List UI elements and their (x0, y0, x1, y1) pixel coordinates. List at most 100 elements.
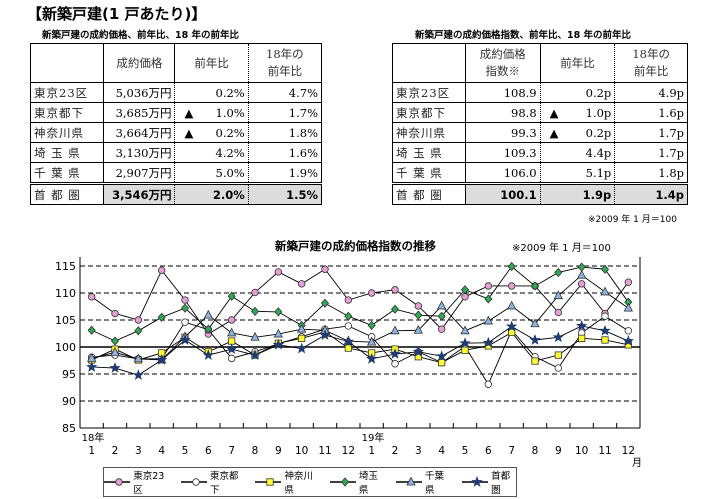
column-header (29, 43, 105, 83)
chart-note: ※2009 年 1 月＝100 (512, 243, 611, 254)
legend-star-icon (461, 476, 489, 487)
table-row: 東京23区 5,036万円 0.2% 4.7% (29, 82, 323, 103)
data-point (577, 269, 587, 279)
data-point (530, 281, 540, 291)
x-tick-label: 3 (415, 445, 422, 457)
legend-item: 東京23区 (104, 468, 169, 496)
data-point (134, 326, 143, 336)
yoy-value: 1.0% (215, 105, 245, 120)
yoy-value: 1.9p (582, 187, 612, 202)
data-point (204, 324, 213, 334)
yoy-value: 0.2% (215, 125, 245, 140)
yoy-value: 4.2% (215, 145, 245, 160)
price-table: 成約価格 前年比 18年の 前年比 東京23区 5,036万円 0.2% 4.7% 東… (29, 43, 323, 205)
x-tick-label: 4 (438, 445, 445, 457)
x-tick-label: 2 (392, 445, 399, 457)
data-point (250, 306, 260, 316)
data-point (483, 315, 494, 325)
data-point (531, 357, 539, 365)
left-table-caption: 新築戸建の成約価格、前年比、18 年の前年比 (42, 30, 240, 41)
section-title: 【新築戸建(1 戸あたり)】 (27, 5, 207, 23)
x-tick-label: 10 (295, 445, 308, 457)
legend-circle-icon (104, 478, 131, 486)
data-point (507, 282, 516, 290)
data-point (435, 350, 448, 362)
x-tick-label: 1 (88, 445, 95, 457)
data-point (600, 264, 610, 274)
column-header (392, 43, 466, 83)
x-tick-label: 9 (275, 445, 282, 457)
yoy-value: 1.0p (585, 105, 612, 120)
data-point (601, 312, 609, 320)
x-tick-label: 8 (252, 445, 259, 457)
data-point (344, 344, 352, 352)
x-tick-label: 5 (462, 445, 469, 457)
x-tick-label: 8 (532, 445, 539, 457)
table-row: 埼 玉 県 109.3 4.4p 1.7p (392, 142, 688, 163)
series-line (91, 325, 629, 376)
data-point (226, 343, 238, 354)
x-tick-label: 5 (182, 445, 189, 457)
yoy18-cell: 1.5% (247, 182, 323, 205)
data-point (273, 328, 284, 338)
data-point (202, 349, 215, 360)
data-point (554, 351, 562, 359)
data-point (274, 268, 283, 276)
table-row: 首 都 圏 100.1 1.9p 1.4p (392, 182, 688, 205)
data-point (227, 291, 236, 301)
yoy-value: 5.0% (215, 165, 245, 180)
table-row: 神奈川県 3,664万円 ▲ 0.2% 1.8% (29, 122, 323, 143)
legend-label: 東京都下 (209, 471, 239, 496)
chart-legend: 東京23区 東京都下 神奈川県 埼玉県 千葉県 首都圏 (103, 467, 517, 497)
x-tick-label: 4 (158, 445, 165, 457)
legend-marker (406, 476, 416, 486)
index-table: 成約価格 指数※ 前年比 18年の 前年比 東京23区 108.9 0.2p 4.9p … (392, 43, 688, 205)
x-tick-label: 7 (508, 445, 515, 457)
data-point (344, 322, 353, 330)
yoy-cell: ▲ 1.0% (174, 102, 249, 123)
data-point (506, 300, 517, 310)
data-point (413, 324, 424, 334)
yoy-cell: 0.2p (539, 82, 616, 103)
yoy-value: 0.2p (585, 85, 612, 100)
value-cell: 108.9 (464, 82, 541, 103)
index-note: ※2009 年 1 月＝100 (588, 215, 677, 225)
data-point (321, 265, 329, 273)
data-point (412, 345, 424, 357)
table-row: 神奈川県 99.3 ▲ 0.2p 1.7p (392, 122, 688, 143)
data-point (227, 316, 236, 324)
yoy-value: 2.0% (212, 187, 245, 202)
data-point (484, 282, 493, 290)
decrease-marker: ▲ (184, 105, 194, 120)
legend-triangle-icon (395, 476, 422, 486)
region-cell: 首 都 圏 (29, 182, 105, 205)
table-row: 東京23区 108.9 0.2p 4.9p (392, 82, 688, 103)
data-point (437, 325, 446, 333)
data-point (624, 327, 633, 335)
data-point (320, 298, 330, 308)
region-cell: 東京23区 (29, 82, 105, 103)
legend-item: 埼玉県 (329, 468, 384, 496)
data-point (367, 320, 376, 331)
series-line (91, 315, 629, 386)
data-point (179, 334, 191, 345)
legend-marker (471, 476, 483, 487)
y-tick-label: 110 (55, 287, 76, 300)
data-point (599, 324, 611, 336)
legend-marker (266, 478, 274, 486)
data-point (181, 296, 189, 304)
data-point (367, 289, 376, 297)
x-tick-label: 10 (575, 445, 588, 457)
data-point (601, 336, 609, 344)
data-point (437, 311, 446, 321)
x-unit-label: 月 (632, 457, 642, 469)
x-tick-label: 2 (112, 445, 119, 457)
column-header: 18年の 前年比 (247, 43, 323, 83)
legend-marker (192, 478, 200, 486)
data-point (319, 329, 331, 340)
legend-open-circle-icon (180, 478, 207, 486)
x-tick-label: 3 (135, 445, 142, 457)
x-tick-label: 11 (318, 445, 331, 457)
